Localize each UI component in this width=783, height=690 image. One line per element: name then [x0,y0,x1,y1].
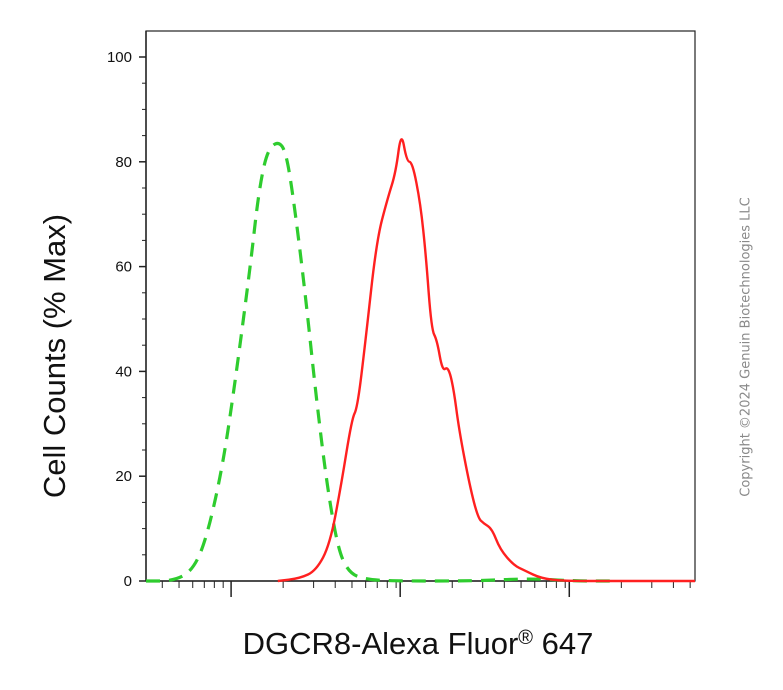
x-axis-ticks [161,581,691,597]
y-tick-label: 60 [115,259,132,276]
y-axis-title: Cell Counts (% Max) [37,214,72,498]
series-layer [146,138,695,583]
stained-histogram-line [277,138,695,583]
x-axis-title-registered-mark: ® [518,627,533,649]
y-tick-label: 40 [115,363,132,380]
y-tick-label: 20 [115,468,132,485]
y-tick-label: 0 [124,573,132,590]
x-axis-title-main: DGCR8-Alexa Fluor [243,626,519,661]
copyright-watermark: Copyright ©2024 Genuin Biotechnologies L… [738,197,754,497]
control-histogram-line [146,141,613,583]
y-tick-label: 100 [107,49,132,66]
y-axis-ticks: 0 20 40 60 80 100 [107,49,146,590]
plot-frame [145,30,696,582]
x-axis-title-suffix: 647 [533,626,593,661]
x-axis-title: DGCR8-Alexa Fluor® 647 [243,626,594,661]
y-tick-label: 80 [115,154,132,171]
